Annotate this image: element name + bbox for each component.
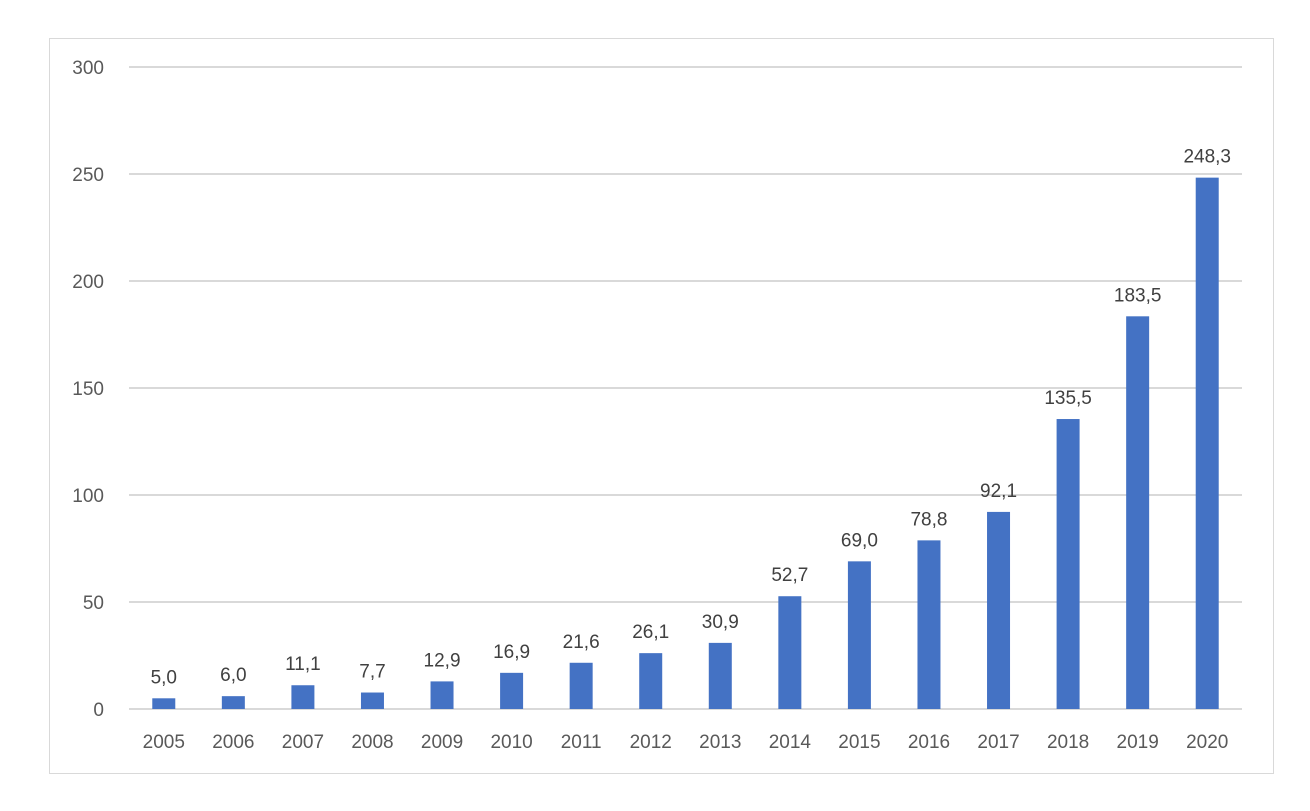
x-tick-label: 2018	[1047, 732, 1089, 753]
x-tick-label: 2011	[561, 732, 602, 753]
bar	[847, 561, 871, 709]
data-label: 92,1	[980, 481, 1017, 502]
bar	[500, 672, 524, 709]
data-label: 248,3	[1183, 147, 1231, 168]
y-tick-label: 200	[72, 272, 104, 293]
bar	[708, 642, 732, 709]
data-labels: 5,0 6,0 11,1 7,7 12,9 16,9 21,6 26,1 30,9 52,7 69,…	[151, 147, 1231, 689]
x-tick-label: 2005	[143, 732, 185, 753]
bar	[360, 692, 384, 709]
bar	[987, 511, 1011, 709]
x-tick-label: 2009	[421, 732, 463, 753]
data-label: 12,9	[424, 650, 461, 671]
data-label: 26,1	[632, 622, 669, 643]
data-label: 69,0	[841, 530, 878, 551]
bar	[1056, 419, 1080, 709]
y-tick-label: 50	[83, 593, 104, 614]
y-tick-label: 100	[72, 486, 104, 507]
data-label: 5,0	[151, 667, 177, 688]
x-tick-label: 2013	[699, 732, 741, 753]
bar	[917, 540, 941, 709]
data-label: 52,7	[771, 565, 808, 586]
x-tick-label: 2019	[1117, 732, 1159, 753]
x-tick-label: 2008	[351, 732, 393, 753]
x-tick-label: 2012	[630, 732, 672, 753]
x-tick-label: 2007	[282, 732, 324, 753]
bar	[221, 696, 245, 709]
y-tick-label: 300	[72, 58, 104, 79]
bar	[778, 596, 802, 709]
y-tick-label: 250	[72, 165, 104, 186]
y-axis-ticks: 0 50 100 150 200 250 300	[72, 58, 104, 721]
data-label: 11,1	[285, 654, 321, 675]
bar	[569, 662, 593, 709]
data-label: 30,9	[702, 612, 739, 633]
data-label: 78,8	[910, 509, 947, 530]
x-tick-label: 2015	[838, 732, 880, 753]
bars	[152, 177, 1219, 709]
x-axis-ticks: 2005 2006 2007 2008 2009 2010 2011 2012 2013 2014…	[143, 732, 1229, 753]
bar	[639, 653, 663, 709]
data-label: 6,0	[220, 665, 246, 686]
gridlines	[129, 66, 1242, 710]
bar	[1126, 316, 1150, 709]
data-label: 16,9	[493, 642, 530, 663]
x-tick-label: 2014	[769, 732, 812, 753]
y-tick-label: 0	[93, 700, 104, 721]
y-tick-label: 150	[72, 379, 104, 400]
data-label: 21,6	[563, 632, 600, 653]
data-label: 135,5	[1044, 388, 1092, 409]
bar	[152, 698, 176, 709]
x-tick-label: 2016	[908, 732, 950, 753]
x-tick-label: 2010	[490, 732, 532, 753]
data-label: 7,7	[359, 662, 385, 683]
bar	[430, 681, 454, 709]
x-tick-label: 2017	[977, 732, 1019, 753]
x-tick-label: 2006	[212, 732, 254, 753]
x-tick-label: 2020	[1186, 732, 1228, 753]
data-label: 183,5	[1114, 285, 1162, 306]
bar	[291, 685, 315, 709]
bar	[1195, 177, 1219, 709]
